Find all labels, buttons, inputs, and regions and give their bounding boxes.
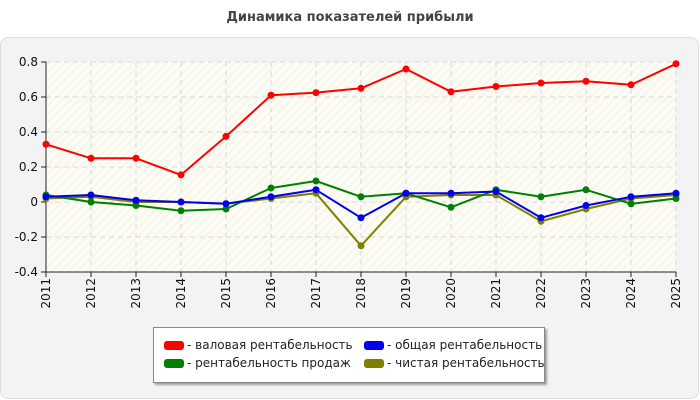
data-point-0 (537, 79, 545, 87)
x-tick-label: 2016 (264, 278, 278, 309)
tick-labels: -0.4 -0.2 0 0.2 0.4 0.6 0.8 2011 2012 2013 2014 201… (15, 55, 683, 309)
data-point-1 (402, 189, 410, 197)
x-tick-label: 2014 (174, 278, 188, 309)
data-point-1 (672, 189, 680, 197)
x-tick-label: 2022 (534, 278, 548, 309)
x-tick-label: 2019 (399, 278, 413, 309)
data-point-1 (87, 191, 95, 199)
legend-swatch-total (364, 340, 384, 350)
data-point-0 (672, 60, 680, 68)
data-point-0 (177, 171, 185, 179)
legend: - валовая рентабельность - общая рентабе… (153, 327, 545, 383)
x-tick-label: 2023 (579, 278, 593, 309)
x-tick-label: 2021 (489, 278, 503, 309)
data-point-1 (447, 189, 455, 197)
data-point-2 (447, 203, 455, 211)
x-tick-label: 2024 (624, 278, 638, 309)
data-point-2 (357, 193, 365, 201)
data-point-1 (312, 186, 320, 194)
legend-label-sales: - рентабельность продаж (187, 356, 351, 370)
data-point-2 (672, 195, 680, 202)
data-point-0 (357, 84, 365, 92)
data-point-0 (42, 140, 50, 148)
y-tick-label: 0.2 (19, 160, 38, 174)
axes (41, 61, 677, 277)
y-tick-label: -0.4 (15, 265, 38, 279)
data-point-3 (357, 242, 365, 250)
data-point-0 (492, 83, 500, 90)
data-point-2 (87, 198, 95, 206)
x-tick-label: 2011 (39, 278, 53, 309)
legend-swatch-sales (164, 358, 184, 368)
legend-label-total: - общая рентабельность (387, 338, 543, 352)
data-point-2 (267, 184, 275, 192)
y-tick-label: -0.2 (15, 230, 38, 244)
x-tick-label: 2020 (444, 278, 458, 309)
legend-swatch-net (364, 358, 384, 368)
x-tick-label: 2012 (84, 278, 98, 309)
grid-lines (46, 61, 677, 272)
x-tick-label: 2017 (309, 278, 323, 309)
data-point-0 (132, 154, 140, 162)
data-point-0 (312, 89, 320, 97)
data-point-0 (447, 88, 455, 96)
data-point-1 (357, 214, 365, 222)
legend-item-net: - чистая рентабельность (364, 356, 545, 370)
y-tick-label: 0 (30, 195, 38, 209)
legend-swatch-gross (164, 340, 184, 350)
data-point-1 (42, 193, 50, 201)
data-point-1 (492, 188, 500, 195)
data-point-2 (537, 193, 545, 201)
data-point-2 (312, 177, 320, 185)
data-point-2 (222, 205, 230, 213)
data-point-2 (582, 186, 590, 194)
x-tick-label: 2018 (354, 278, 368, 309)
data-point-1 (582, 202, 590, 209)
y-tick-label: 0.8 (19, 55, 38, 69)
chart-title: Динамика показателей прибыли (226, 10, 474, 25)
legend-item-sales: - рентабельность продаж (164, 356, 351, 370)
x-tick-label: 2013 (129, 278, 143, 309)
data-point-1 (222, 200, 230, 208)
legend-label-net: - чистая рентабельность (387, 356, 545, 370)
data-point-1 (132, 196, 140, 204)
x-tick-label: 2015 (219, 278, 233, 309)
data-point-1 (177, 198, 185, 206)
data-point-0 (267, 91, 275, 99)
data-point-1 (627, 193, 635, 201)
data-point-0 (627, 81, 635, 89)
data-point-2 (627, 200, 635, 208)
legend-item-total: - общая рентабельность (364, 338, 542, 352)
legend-item-gross: - валовая рентабельность (164, 338, 353, 352)
x-tick-label: 2025 (669, 278, 683, 309)
y-tick-label: 0.4 (19, 125, 38, 139)
data-point-0 (402, 65, 410, 73)
data-point-0 (222, 132, 230, 140)
data-point-0 (87, 154, 95, 162)
series-points (42, 60, 680, 250)
data-point-2 (177, 207, 185, 215)
data-point-0 (582, 77, 590, 85)
data-point-2 (132, 202, 140, 209)
data-point-1 (537, 214, 545, 222)
y-tick-label: 0.6 (19, 90, 38, 104)
data-point-1 (267, 193, 275, 201)
legend-label-gross: - валовая рентабельность (187, 338, 353, 352)
